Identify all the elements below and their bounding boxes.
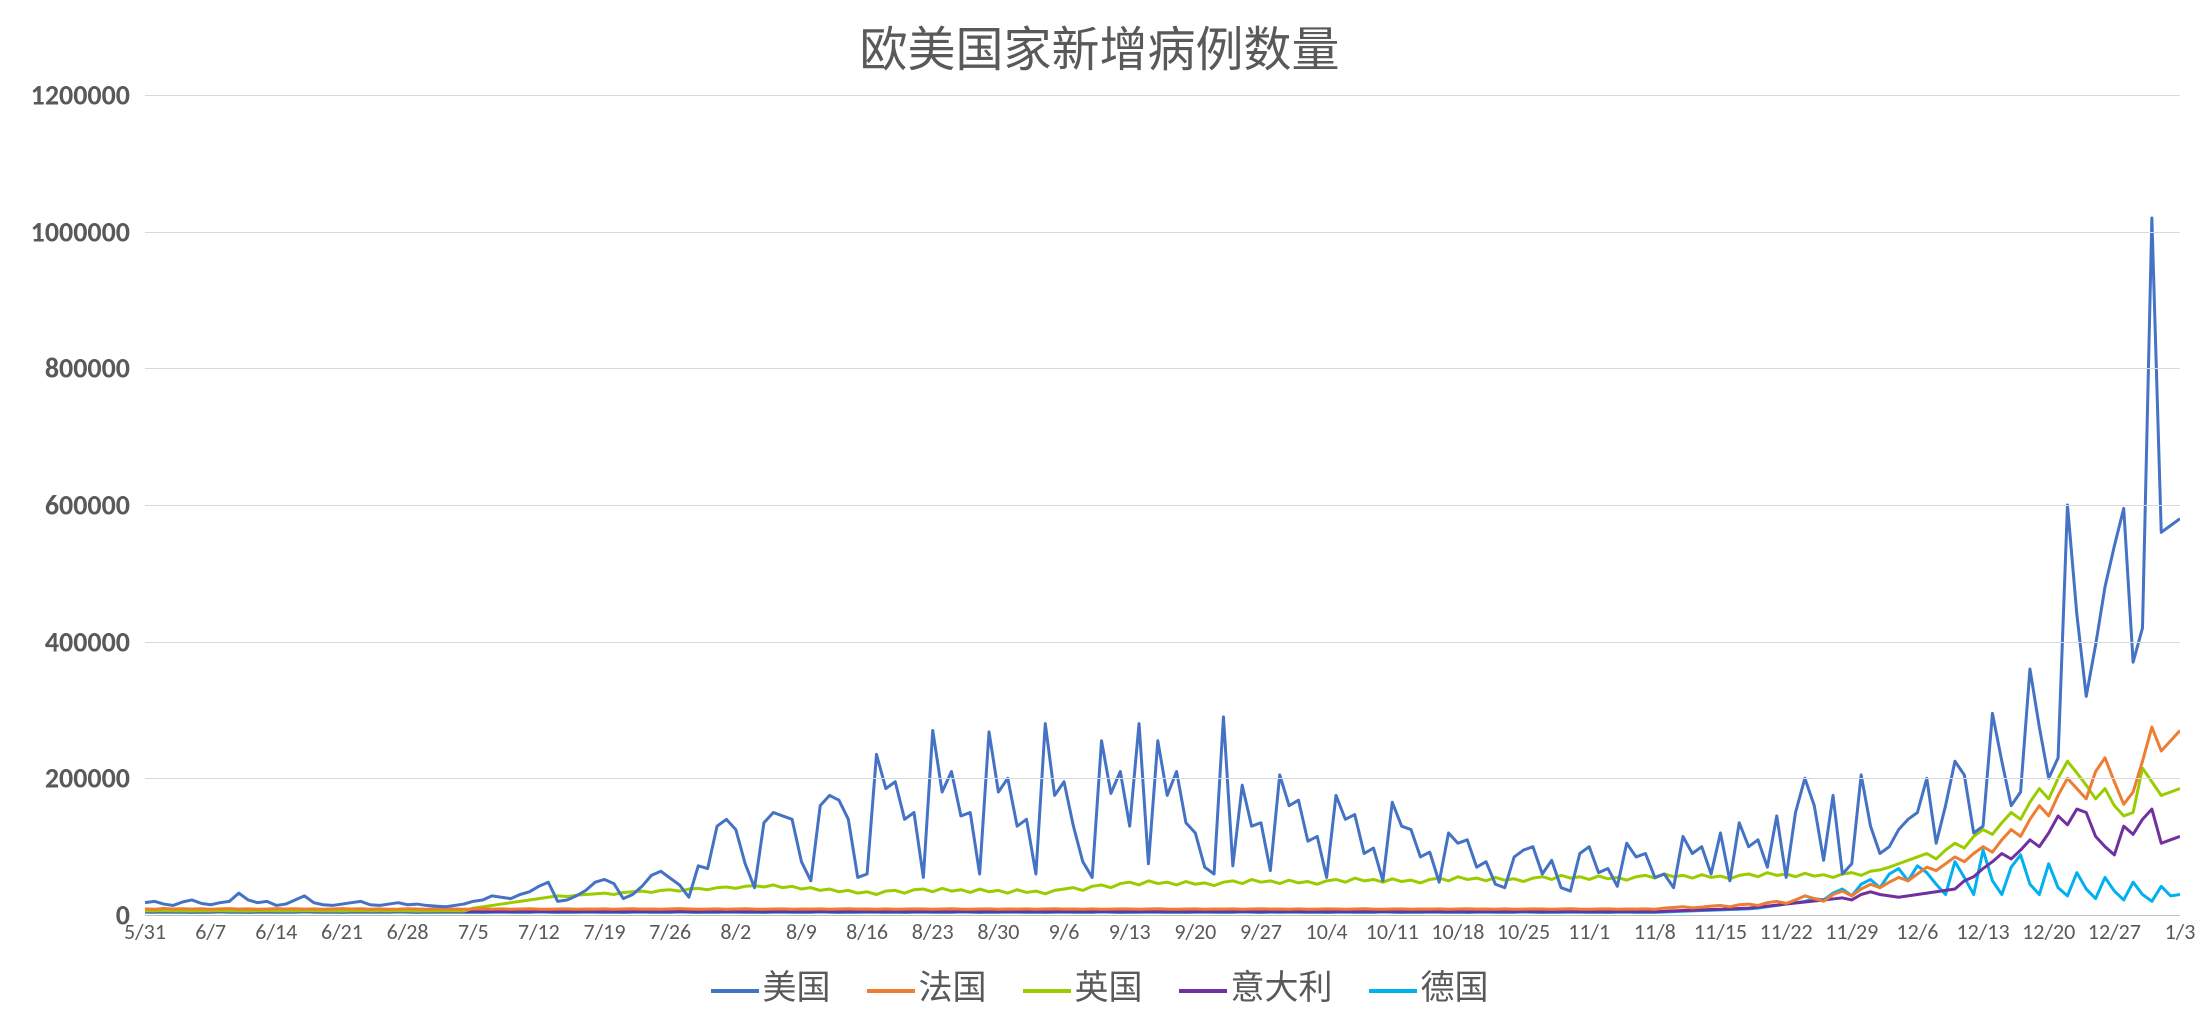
- x-tick-label: 9/6: [1049, 918, 1080, 945]
- chart-container: 欧美国家新增病例数量 02000004000006000008000001000…: [0, 0, 2199, 1020]
- legend-item: 法国: [867, 960, 987, 1009]
- legend-label: 意大利: [1231, 970, 1333, 1007]
- x-tick-label: 6/21: [321, 918, 363, 945]
- x-tick-label: 6/7: [195, 918, 226, 945]
- gridline: [145, 95, 2180, 96]
- x-tick-label: 10/4: [1306, 918, 1348, 945]
- legend-swatch: [1179, 989, 1227, 993]
- x-tick-label: 7/5: [458, 918, 489, 945]
- gridline: [145, 232, 2180, 233]
- y-tick-label: 600000: [45, 488, 130, 523]
- x-tick-label: 9/27: [1240, 918, 1282, 945]
- x-tick-label: 10/11: [1366, 918, 1419, 945]
- x-tick-label: 12/27: [2088, 918, 2141, 945]
- x-tick-label: 1/3: [2165, 918, 2196, 945]
- x-tick-label: 6/14: [255, 918, 297, 945]
- legend-swatch: [711, 989, 759, 993]
- x-tick-label: 11/29: [1825, 918, 1878, 945]
- gridline: [145, 368, 2180, 369]
- x-tick-label: 11/15: [1694, 918, 1747, 945]
- x-tick-label: 12/20: [2022, 918, 2075, 945]
- x-axis-line: [145, 915, 2180, 916]
- legend-swatch: [1369, 989, 1417, 993]
- legend-label: 德国: [1421, 970, 1489, 1007]
- x-tick-label: 11/1: [1568, 918, 1610, 945]
- legend-item: 德国: [1369, 960, 1489, 1009]
- x-tick-label: 8/9: [786, 918, 817, 945]
- x-tick-label: 5/31: [124, 918, 166, 945]
- series-line: [145, 809, 2180, 912]
- legend-label: 美国: [763, 970, 831, 1007]
- x-tick-label: 8/23: [912, 918, 954, 945]
- x-tick-label: 10/25: [1497, 918, 1550, 945]
- x-tick-label: 8/2: [720, 918, 751, 945]
- gridline: [145, 642, 2180, 643]
- x-tick-label: 8/30: [977, 918, 1019, 945]
- gridline: [145, 778, 2180, 779]
- x-tick-label: 7/12: [518, 918, 560, 945]
- gridline: [145, 505, 2180, 506]
- y-axis: 020000040000060000080000010000001200000: [0, 95, 140, 915]
- legend-swatch: [867, 989, 915, 993]
- legend: 美国 法国 英国 意大利 德国: [0, 960, 2199, 1009]
- x-tick-label: 12/6: [1896, 918, 1938, 945]
- x-tick-label: 10/18: [1431, 918, 1484, 945]
- legend-label: 法国: [919, 970, 987, 1007]
- plot-area: [145, 95, 2180, 915]
- y-tick-label: 800000: [45, 351, 130, 386]
- x-tick-label: 12/13: [1957, 918, 2010, 945]
- x-tick-label: 7/19: [584, 918, 626, 945]
- x-tick-label: 11/8: [1634, 918, 1676, 945]
- legend-item: 意大利: [1179, 960, 1333, 1009]
- legend-item: 英国: [1023, 960, 1143, 1009]
- x-axis: 5/316/76/146/216/287/57/127/197/268/28/9…: [145, 918, 2180, 948]
- y-tick-label: 200000: [45, 761, 130, 796]
- x-tick-label: 9/20: [1174, 918, 1216, 945]
- x-tick-label: 7/26: [649, 918, 691, 945]
- x-tick-label: 8/16: [846, 918, 888, 945]
- chart-title: 欧美国家新增病例数量: [0, 10, 2199, 80]
- x-tick-label: 9/13: [1109, 918, 1151, 945]
- y-tick-label: 400000: [45, 624, 130, 659]
- x-tick-label: 6/28: [387, 918, 429, 945]
- series-line: [145, 850, 2180, 912]
- y-tick-label: 1000000: [31, 214, 130, 249]
- legend-swatch: [1023, 989, 1071, 993]
- y-tick-label: 1200000: [31, 78, 130, 113]
- series-line: [145, 218, 2180, 907]
- legend-label: 英国: [1075, 970, 1143, 1007]
- legend-item: 美国: [711, 960, 831, 1009]
- x-tick-label: 11/22: [1760, 918, 1813, 945]
